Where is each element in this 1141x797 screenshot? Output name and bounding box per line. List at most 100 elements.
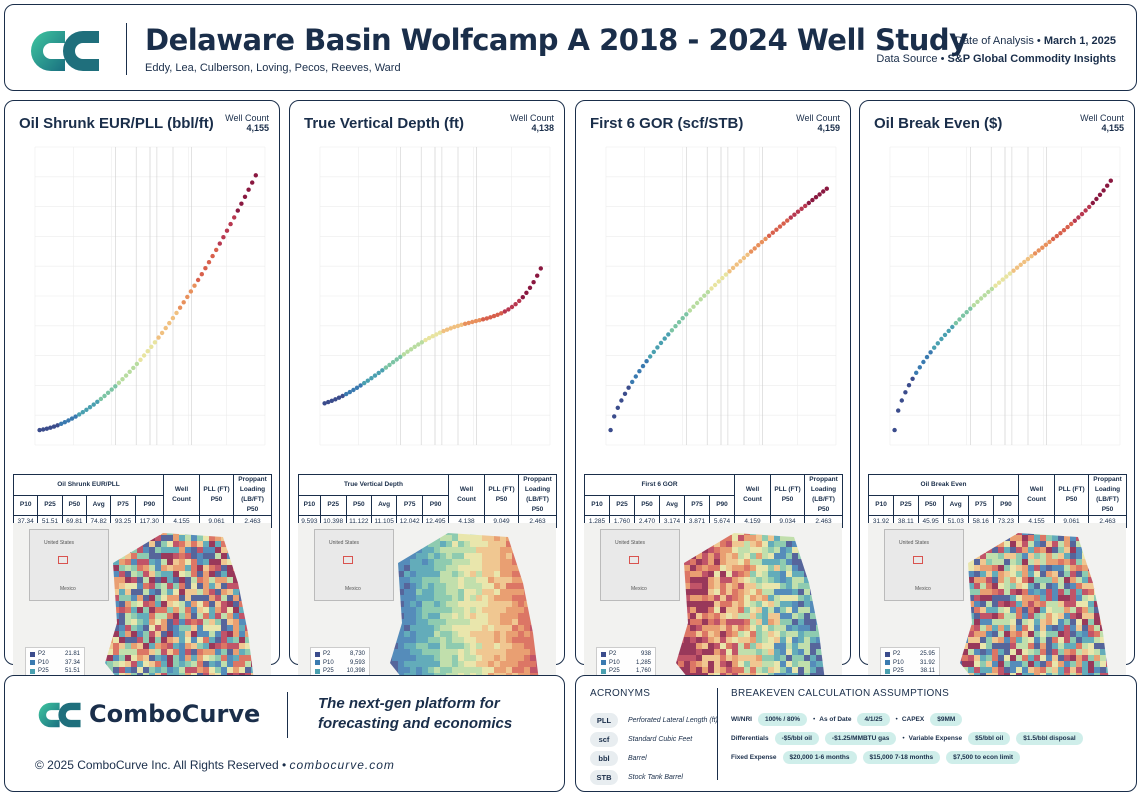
- map-cell: [744, 577, 750, 583]
- map-cell: [822, 541, 828, 547]
- map-cell: [458, 553, 464, 559]
- map-cell: [720, 547, 726, 553]
- map-cell: [678, 619, 684, 625]
- map-cell: [239, 595, 245, 601]
- map-cell: [774, 547, 780, 553]
- map-cell: [1064, 631, 1070, 637]
- map-cell: [1004, 613, 1010, 619]
- data-point: [149, 344, 154, 349]
- map-cell: [404, 625, 410, 631]
- map-cell: [1022, 601, 1028, 607]
- map-cell: [690, 601, 696, 607]
- map-cell: [119, 667, 125, 673]
- map-cell: [780, 571, 786, 577]
- map-cell: [1088, 535, 1094, 541]
- map-cell: [1112, 649, 1113, 655]
- website-link[interactable]: combocurve.com: [289, 758, 395, 772]
- map-cell: [143, 661, 149, 667]
- map-cell: [714, 547, 720, 553]
- map-cell: [410, 583, 416, 589]
- map-cell: [392, 619, 398, 625]
- map-cell: [1106, 589, 1112, 595]
- map-cell: [500, 595, 506, 601]
- map-cell: [986, 637, 992, 643]
- map-cell: [1070, 661, 1076, 667]
- map-cell: [524, 631, 530, 637]
- map-cell: [446, 533, 452, 535]
- map-cell: [714, 619, 720, 625]
- map-cell: [1082, 607, 1088, 613]
- map-cell: [464, 625, 470, 631]
- map-cell: [245, 619, 251, 625]
- map-cell: [762, 625, 768, 631]
- map-cell: [494, 607, 500, 613]
- map-cell: [1100, 643, 1106, 649]
- legend-value: 1,760: [635, 668, 651, 674]
- map-cell: [798, 649, 804, 655]
- map-cell: [107, 619, 113, 625]
- map-cell: [732, 661, 738, 667]
- map-cell: [476, 595, 482, 601]
- map-cell: [518, 583, 524, 589]
- info-footer: ACRONYMS PLL Perforated Lateral Length (f…: [575, 675, 1137, 792]
- map-cell: [125, 625, 131, 631]
- data-point: [910, 376, 915, 381]
- map-cell: [750, 577, 756, 583]
- map-cell: [1070, 667, 1076, 673]
- map-cell: [726, 655, 732, 661]
- map-cell: [992, 535, 998, 541]
- map-cell: [512, 559, 518, 565]
- map-cell: [980, 613, 986, 619]
- stats-col-header: P50: [345, 494, 372, 516]
- map-cell: [482, 637, 488, 643]
- map-cell: [105, 637, 107, 643]
- map-cell: [1088, 613, 1094, 619]
- map-cell: [714, 553, 720, 559]
- map-cell: [185, 535, 191, 541]
- data-point: [520, 295, 525, 300]
- map-cell: [960, 667, 962, 673]
- map-cell: [221, 565, 227, 571]
- stats-proppant-header: Proppant Loading (LB/FT) P50: [233, 474, 272, 516]
- map-cell: [233, 607, 239, 613]
- map-cell: [392, 613, 398, 619]
- map-cell: [398, 533, 404, 535]
- map-cell: [452, 667, 458, 673]
- data-point: [177, 305, 183, 310]
- map-cell: [105, 667, 107, 673]
- map-cell: [702, 577, 708, 583]
- map-cell: [203, 541, 209, 547]
- map-cell: [774, 595, 780, 601]
- map-cell: [506, 613, 512, 619]
- map-cell: [185, 547, 191, 553]
- map-cell: [1010, 535, 1016, 541]
- map-cell: [524, 577, 530, 583]
- map-cell: [768, 583, 774, 589]
- data-point: [658, 340, 664, 346]
- map-cell: [125, 559, 131, 565]
- map-cell: [137, 553, 143, 559]
- map-cell: [113, 661, 119, 667]
- map-cell: [828, 637, 829, 643]
- map-cell: [708, 631, 714, 637]
- map-cell: [227, 577, 233, 583]
- data-point: [232, 215, 237, 220]
- map-cell: [750, 631, 756, 637]
- map-cell: [422, 533, 428, 535]
- map-cell: [708, 643, 714, 649]
- map-cell: [251, 667, 257, 673]
- map-cell: [804, 583, 810, 589]
- map-cell: [125, 601, 131, 607]
- data-point: [676, 320, 682, 325]
- map-cell: [221, 595, 227, 601]
- map-cell: [125, 571, 131, 577]
- map-cell: [1046, 571, 1052, 577]
- map-cell: [239, 655, 245, 661]
- map-cell: [167, 631, 173, 637]
- map-cell: [470, 619, 476, 625]
- map-cell: [1004, 553, 1010, 559]
- map-cell: [215, 541, 221, 547]
- map-cell: [1088, 661, 1094, 667]
- map-cell: [416, 533, 422, 535]
- inset-map: United States Mexico: [314, 529, 394, 601]
